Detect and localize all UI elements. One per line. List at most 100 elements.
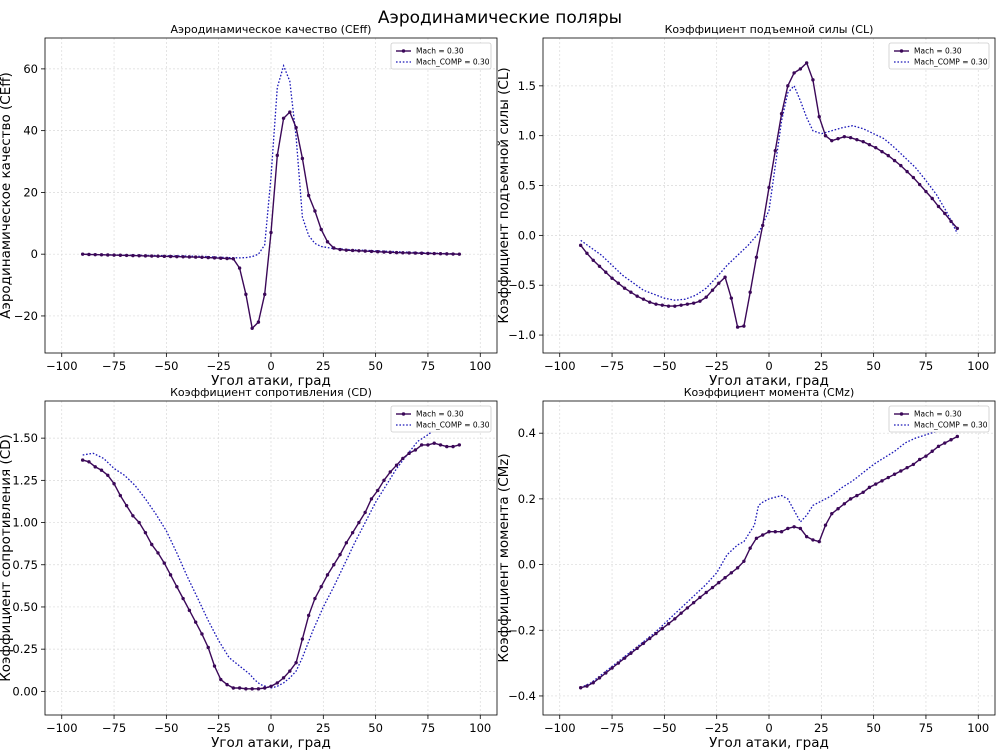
- data-point: [401, 456, 405, 461]
- data-point: [451, 252, 455, 256]
- y-tick-label: 0: [31, 247, 38, 261]
- data-point: [779, 112, 784, 116]
- data-point: [748, 290, 752, 294]
- data-point: [338, 552, 342, 557]
- data-point: [773, 530, 777, 534]
- data-point: [99, 468, 104, 472]
- data-point: [357, 520, 361, 525]
- data-point: [867, 142, 872, 147]
- data-point: [457, 252, 462, 256]
- data-point: [112, 482, 116, 486]
- data-point: [604, 671, 608, 675]
- data-point: [313, 596, 317, 601]
- data-point: [426, 251, 430, 256]
- data-point: [943, 441, 947, 445]
- data-point: [761, 223, 765, 228]
- data-point: [99, 253, 104, 257]
- data-point: [616, 661, 621, 665]
- data-point: [93, 465, 97, 469]
- data-point: [641, 297, 646, 301]
- data-point: [874, 145, 878, 150]
- data-point: [244, 687, 248, 691]
- x-tick-label: 0: [765, 721, 772, 735]
- data-point: [616, 281, 621, 285]
- data-point: [131, 253, 135, 258]
- data-point: [376, 488, 380, 493]
- x-tick-label: 75: [421, 359, 436, 373]
- data-point: [949, 438, 953, 442]
- x-tick-label: −25: [207, 359, 231, 373]
- data-point: [344, 541, 349, 545]
- data-point: [892, 472, 897, 476]
- series-line-comp: [580, 84, 958, 301]
- data-point: [578, 686, 583, 690]
- y-tick-label: 0.00: [12, 684, 38, 698]
- x-tick-label: 0: [267, 721, 274, 735]
- y-tick-label: 0.0: [518, 228, 536, 242]
- data-point: [256, 687, 261, 691]
- data-point: [930, 196, 934, 201]
- data-point: [80, 458, 85, 462]
- chart-title: Аэродинамическое качество (CEff): [171, 23, 372, 36]
- data-point: [717, 281, 721, 285]
- chart-panel-3: −100 −75 −50 −25 0 25 50 75 100 0.00 0.25 0.50 0.75 1…: [0, 386, 498, 750]
- series-line-comp: [82, 63, 460, 259]
- legend-label-comp: Mach_COMP = 0.30: [914, 58, 988, 67]
- x-tick-label: −75: [102, 721, 126, 735]
- data-point: [654, 631, 658, 636]
- axes-frame: [542, 400, 996, 716]
- data-point: [118, 493, 123, 498]
- data-point: [723, 576, 727, 580]
- data-point: [880, 479, 884, 483]
- chart-title: Коэффициент момента (CMz): [684, 386, 855, 399]
- data-point: [87, 460, 91, 464]
- x-tick-label: −100: [544, 721, 576, 735]
- data-point: [350, 248, 355, 253]
- data-point: [635, 646, 639, 651]
- x-tick-label: 50: [866, 721, 881, 735]
- x-tick-label: 100: [469, 721, 491, 735]
- data-point: [936, 444, 941, 449]
- data-point: [87, 252, 91, 257]
- x-tick-label: 25: [814, 721, 829, 735]
- data-point: [691, 600, 696, 605]
- data-point: [691, 301, 696, 305]
- y-tick-label: 0.50: [12, 600, 38, 614]
- data-point: [237, 686, 242, 690]
- data-point: [761, 533, 765, 537]
- data-point: [729, 296, 734, 300]
- data-point: [193, 255, 198, 259]
- data-point: [654, 302, 658, 306]
- data-point: [150, 254, 154, 258]
- data-point: [124, 503, 129, 508]
- data-point: [93, 252, 97, 257]
- legend-label-main: Mach = 0.30: [416, 47, 464, 56]
- data-point: [150, 542, 154, 547]
- data-point: [867, 485, 872, 490]
- data-point: [955, 226, 960, 231]
- data-point: [363, 249, 367, 253]
- data-point: [578, 243, 583, 248]
- data-point: [698, 299, 702, 303]
- data-point: [855, 137, 859, 142]
- chart-title: Коэффициент сопротивления (CD): [170, 386, 372, 399]
- data-point: [817, 539, 821, 544]
- legend-box: [390, 405, 492, 433]
- data-point: [804, 61, 809, 65]
- data-point: [306, 193, 311, 198]
- data-point: [419, 443, 424, 447]
- data-point: [419, 251, 424, 255]
- data-point: [905, 465, 909, 470]
- x-tick-label: −25: [207, 721, 231, 735]
- legend-label-comp: Mach_COMP = 0.30: [416, 58, 490, 67]
- data-point: [394, 463, 399, 467]
- data-point: [244, 292, 248, 297]
- data-point: [432, 441, 436, 445]
- data-point: [648, 300, 652, 304]
- data-point: [306, 613, 311, 618]
- data-point: [168, 573, 173, 577]
- data-point: [357, 249, 361, 253]
- data-point: [269, 230, 273, 235]
- data-point: [848, 497, 853, 501]
- data-point: [817, 115, 821, 119]
